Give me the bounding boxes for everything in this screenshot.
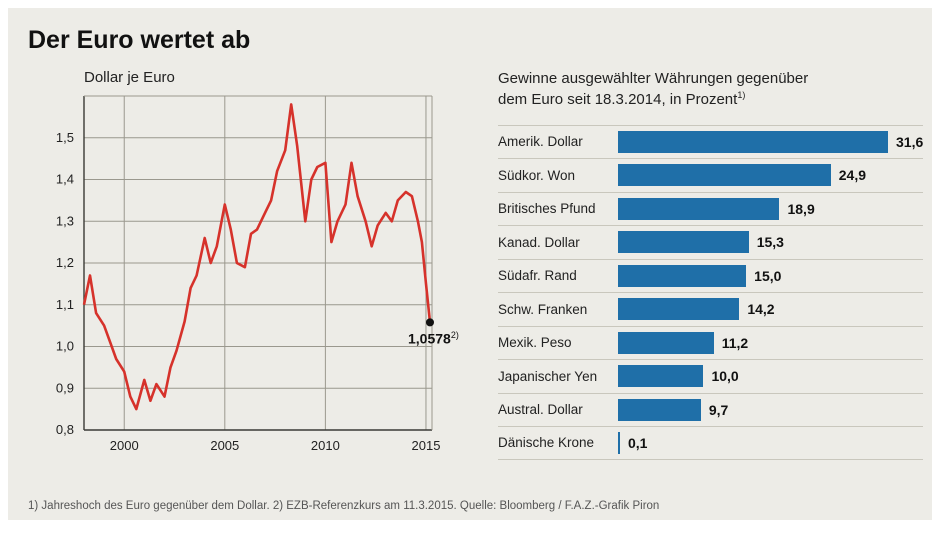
bar-fill [618,231,749,253]
bar-fill [618,298,739,320]
bar-row: Britisches Pfund 18,9 [498,192,923,226]
bar-track: 15,0 [618,265,923,287]
svg-text:2000: 2000 [110,438,139,453]
bar-track: 11,2 [618,332,923,354]
line-chart-title: Dollar je Euro [84,69,468,86]
bar-track: 18,9 [618,198,923,220]
bar-value: 15,0 [754,268,781,284]
bar-row: Kanad. Dollar 15,3 [498,225,923,259]
bar-fill [618,131,888,153]
bar-value: 11,2 [722,335,748,351]
bar-fill [618,399,701,421]
svg-text:1,3: 1,3 [56,213,74,228]
bar-label: Austral. Dollar [498,402,618,417]
bar-value: 18,9 [787,201,814,217]
bar-fill [618,432,620,454]
bar-chart-panel: Gewinne ausgewählter Währungen gegenüber… [498,69,923,460]
line-chart-panel: Dollar je Euro 0,8 0,9 1,0 1,1 1,2 1,3 1,4 1,5 2… [28,69,468,460]
bar-track: 10,0 [618,365,923,387]
bar-label: Amerik. Dollar [498,134,618,149]
bar-row: Dänische Krone 0,1 [498,426,923,460]
bar-fill [618,198,779,220]
bar-chart-rows: Amerik. Dollar 31,6 Südkor. Won 24,9 Britisc… [498,125,923,460]
bar-track: 14,2 [618,298,923,320]
headline: Der Euro wertet ab [28,26,912,55]
bar-row: Schw. Franken 14,2 [498,292,923,326]
bar-value: 14,2 [747,301,774,317]
bar-row: Südkor. Won 24,9 [498,158,923,192]
bar-row: Mexik. Peso 11,2 [498,326,923,360]
bar-label: Kanad. Dollar [498,235,618,250]
bar-label: Japanischer Yen [498,369,618,384]
bar-label: Britisches Pfund [498,201,618,216]
footnote: 1) Jahreshoch des Euro gegenüber dem Dol… [28,500,912,512]
bar-fill [618,164,831,186]
bar-chart-title: Gewinne ausgewählter Währungen gegenüber… [498,69,923,111]
bar-row: Japanischer Yen 10,0 [498,359,923,393]
panels: Dollar je Euro 0,8 0,9 1,0 1,1 1,2 1,3 1,4 1,5 2… [28,69,912,460]
bar-label: Südafr. Rand [498,268,618,283]
svg-text:2005: 2005 [210,438,239,453]
chart-container: Der Euro wertet ab Dollar je Euro 0,8 0,9… [8,8,932,520]
bar-value: 0,1 [628,435,647,451]
bar-track: 31,6 [618,131,923,153]
end-value-label: 1,05782) [408,330,459,347]
svg-text:1,5: 1,5 [56,130,74,145]
bar-value: 24,9 [839,167,866,183]
svg-text:0,8: 0,8 [56,422,74,437]
bar-label: Schw. Franken [498,302,618,317]
line-chart-svg: 0,8 0,9 1,0 1,1 1,2 1,3 1,4 1,5 2000 2005 2010 2015 [28,90,468,460]
bar-value: 15,3 [757,234,784,250]
bar-value: 31,6 [896,134,923,150]
svg-text:1,0: 1,0 [56,339,74,354]
line-chart: 0,8 0,9 1,0 1,1 1,2 1,3 1,4 1,5 2000 2005 2010 2015… [28,90,468,460]
svg-text:2015: 2015 [412,438,441,453]
bar-label: Mexik. Peso [498,335,618,350]
bar-track: 24,9 [618,164,923,186]
bar-fill [618,332,714,354]
svg-text:1,2: 1,2 [56,255,74,270]
bar-value: 10,0 [711,368,738,384]
bar-label: Dänische Krone [498,435,618,450]
svg-text:0,9: 0,9 [56,380,74,395]
bar-fill [618,265,746,287]
svg-text:1,1: 1,1 [56,297,74,312]
bar-fill [618,365,703,387]
bar-value: 9,7 [709,402,728,418]
bar-track: 15,3 [618,231,923,253]
bar-track: 9,7 [618,399,923,421]
bar-row: Austral. Dollar 9,7 [498,393,923,427]
bar-row: Amerik. Dollar 31,6 [498,125,923,159]
svg-text:2010: 2010 [311,438,340,453]
bar-row: Südafr. Rand 15,0 [498,259,923,293]
bar-label: Südkor. Won [498,168,618,183]
bar-track: 0,1 [618,432,923,454]
svg-text:1,4: 1,4 [56,172,74,187]
